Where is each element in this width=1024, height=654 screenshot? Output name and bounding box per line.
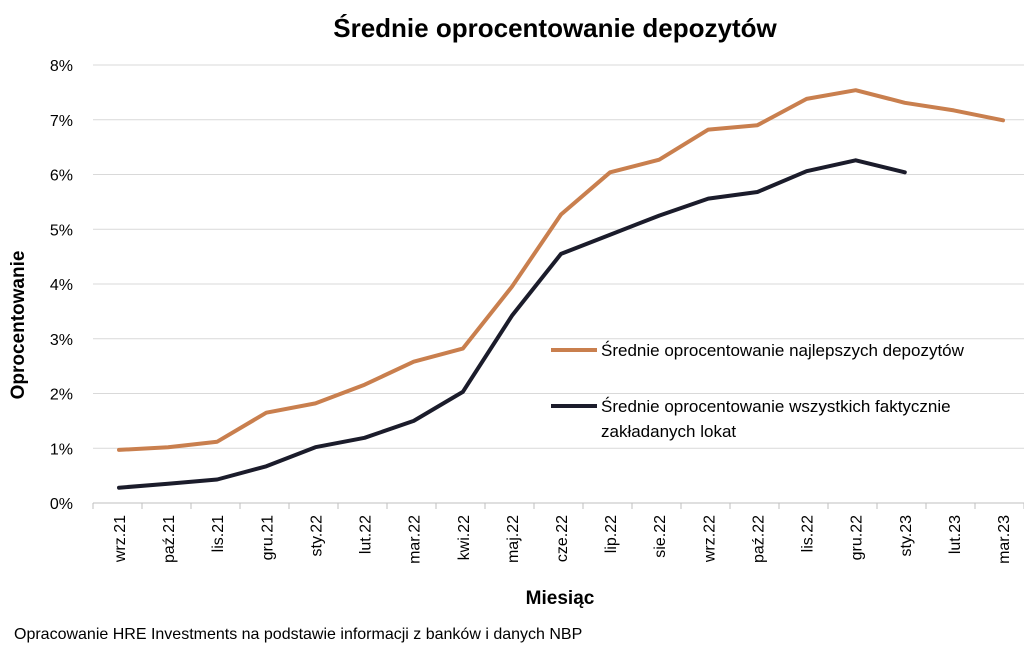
y-tick-label: 2% <box>50 387 73 404</box>
y-axis-ticks: 0% 1% 2% 3% 4% 5% 6% 7% 8% <box>50 58 73 513</box>
x-tick-label: paź.22 <box>750 515 767 563</box>
chart-title: Średnie oprocentowanie depozytów <box>333 13 777 43</box>
legend: Średnie oprocentowanie najlepszych depoz… <box>551 341 965 441</box>
y-tick-label: 1% <box>50 441 73 458</box>
x-tick-label: wrz.22 <box>701 515 718 563</box>
source-note: Opracowanie HRE Investments na podstawie… <box>14 626 583 643</box>
y-tick-label: 6% <box>50 168 73 185</box>
legend-label: Średnie oprocentowanie wszystkich faktyc… <box>601 397 951 416</box>
x-tick-label: sty.23 <box>898 515 915 557</box>
x-axis-title: Miesiąc <box>526 588 595 609</box>
x-tick-label: lis.22 <box>800 515 817 552</box>
x-tick-label: lip.22 <box>603 515 620 553</box>
y-tick-label: 0% <box>50 496 73 513</box>
x-tick-label: gru.21 <box>259 515 276 560</box>
x-tick-label: wrz.21 <box>112 515 129 563</box>
y-tick-label: 3% <box>50 332 73 349</box>
x-tick-label: sie.22 <box>652 515 669 558</box>
x-tick-label: paź.21 <box>161 515 178 563</box>
x-tick-label: sty.22 <box>308 515 325 557</box>
x-tick-label: maj.22 <box>505 515 522 563</box>
y-tick-label: 4% <box>50 277 73 294</box>
y-tick-label: 5% <box>50 222 73 239</box>
x-tick-label: gru.22 <box>849 515 866 560</box>
x-tick-label: cze.22 <box>554 515 571 562</box>
gridlines <box>93 64 1024 449</box>
y-tick-label: 8% <box>50 58 73 75</box>
series-lines <box>117 88 1005 490</box>
legend-label: Średnie oprocentowanie najlepszych depoz… <box>601 341 965 360</box>
x-tick-label: lut.22 <box>358 515 375 554</box>
x-tick-label: lut.23 <box>947 515 964 554</box>
series-line <box>117 88 1005 452</box>
x-axis: wrz.21 paź.21 lis.21 gru.21 sty.22 lut.22 mar.… <box>92 502 1024 564</box>
legend-label: zakładanych lokat <box>601 422 736 441</box>
x-tick-label: kwi.22 <box>456 515 473 560</box>
x-tick-label: lis.21 <box>210 515 227 552</box>
series-line <box>117 158 907 490</box>
y-axis-title: Oprocentowanie <box>8 251 29 400</box>
x-tick-label: mar.22 <box>407 515 424 564</box>
y-tick-label: 7% <box>50 113 73 130</box>
x-tick-label: mar.23 <box>996 515 1013 564</box>
